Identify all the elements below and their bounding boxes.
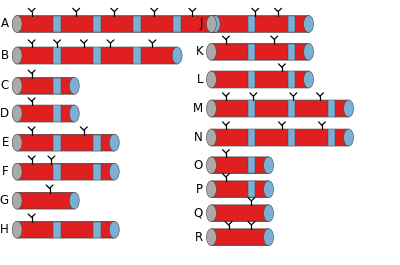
Text: K: K	[196, 45, 203, 58]
Text: R: R	[195, 231, 203, 244]
Ellipse shape	[12, 192, 22, 209]
Ellipse shape	[69, 77, 79, 94]
Ellipse shape	[264, 229, 274, 246]
Bar	[248, 157, 255, 173]
Ellipse shape	[69, 105, 79, 122]
Ellipse shape	[206, 129, 216, 146]
Bar	[53, 78, 61, 94]
Ellipse shape	[210, 15, 220, 32]
Ellipse shape	[206, 100, 216, 117]
Text: D: D	[0, 107, 9, 120]
Bar	[133, 16, 141, 32]
Text: B: B	[1, 49, 9, 62]
FancyBboxPatch shape	[17, 163, 115, 180]
Ellipse shape	[264, 205, 274, 222]
Text: C: C	[0, 79, 9, 92]
Bar	[93, 16, 101, 32]
Bar	[248, 72, 255, 87]
Bar	[53, 105, 61, 122]
Ellipse shape	[206, 229, 216, 246]
Text: F: F	[2, 165, 9, 178]
Bar	[248, 44, 255, 60]
FancyBboxPatch shape	[17, 134, 115, 151]
FancyBboxPatch shape	[211, 71, 309, 88]
Text: A: A	[1, 17, 9, 30]
Bar	[248, 100, 255, 117]
Ellipse shape	[206, 181, 216, 198]
Ellipse shape	[206, 71, 216, 88]
FancyBboxPatch shape	[211, 229, 269, 246]
Ellipse shape	[206, 205, 216, 222]
FancyBboxPatch shape	[17, 105, 75, 122]
Bar	[288, 44, 295, 60]
Bar	[248, 181, 255, 197]
Ellipse shape	[304, 15, 314, 32]
Bar	[53, 222, 61, 238]
Ellipse shape	[264, 157, 274, 174]
Bar	[288, 130, 295, 146]
Bar	[248, 16, 255, 32]
Ellipse shape	[206, 15, 216, 32]
Bar	[173, 16, 181, 32]
Text: E: E	[1, 136, 9, 149]
Bar	[288, 16, 295, 32]
Bar	[53, 135, 61, 151]
Text: N: N	[194, 131, 203, 144]
Ellipse shape	[12, 77, 22, 94]
Bar	[53, 47, 61, 64]
Text: P: P	[196, 183, 203, 196]
Bar	[133, 47, 141, 64]
Text: G: G	[0, 194, 9, 207]
Text: O: O	[194, 159, 203, 172]
Ellipse shape	[206, 43, 216, 60]
Ellipse shape	[69, 192, 79, 209]
Ellipse shape	[12, 47, 22, 64]
FancyBboxPatch shape	[211, 16, 309, 32]
FancyBboxPatch shape	[17, 221, 115, 238]
FancyBboxPatch shape	[17, 47, 178, 64]
FancyBboxPatch shape	[17, 77, 75, 94]
FancyBboxPatch shape	[17, 16, 216, 32]
Bar	[328, 130, 335, 146]
Bar	[93, 222, 101, 238]
FancyBboxPatch shape	[211, 205, 269, 222]
Ellipse shape	[172, 47, 182, 64]
Ellipse shape	[12, 163, 22, 180]
Ellipse shape	[304, 71, 314, 88]
Ellipse shape	[109, 221, 119, 238]
Bar	[328, 100, 335, 117]
Ellipse shape	[344, 100, 354, 117]
Text: M: M	[193, 102, 203, 115]
Ellipse shape	[12, 134, 22, 151]
Ellipse shape	[12, 105, 22, 122]
Bar	[288, 100, 295, 117]
Bar	[288, 72, 295, 87]
FancyBboxPatch shape	[17, 192, 75, 209]
Ellipse shape	[109, 163, 119, 180]
Bar	[93, 47, 101, 64]
Text: Q: Q	[194, 207, 203, 220]
Text: L: L	[196, 73, 203, 86]
FancyBboxPatch shape	[211, 157, 269, 174]
FancyBboxPatch shape	[211, 100, 349, 117]
Bar	[248, 130, 255, 146]
Text: H: H	[0, 223, 9, 236]
Bar	[93, 135, 101, 151]
Ellipse shape	[264, 181, 274, 198]
FancyBboxPatch shape	[211, 181, 269, 198]
FancyBboxPatch shape	[211, 129, 349, 146]
Bar	[53, 164, 61, 180]
Bar	[93, 164, 101, 180]
Ellipse shape	[206, 157, 216, 174]
Text: J: J	[200, 17, 203, 30]
Ellipse shape	[12, 15, 22, 32]
Ellipse shape	[304, 43, 314, 60]
Ellipse shape	[109, 134, 119, 151]
Bar	[53, 16, 61, 32]
Ellipse shape	[12, 221, 22, 238]
Ellipse shape	[344, 129, 354, 146]
FancyBboxPatch shape	[211, 43, 309, 60]
